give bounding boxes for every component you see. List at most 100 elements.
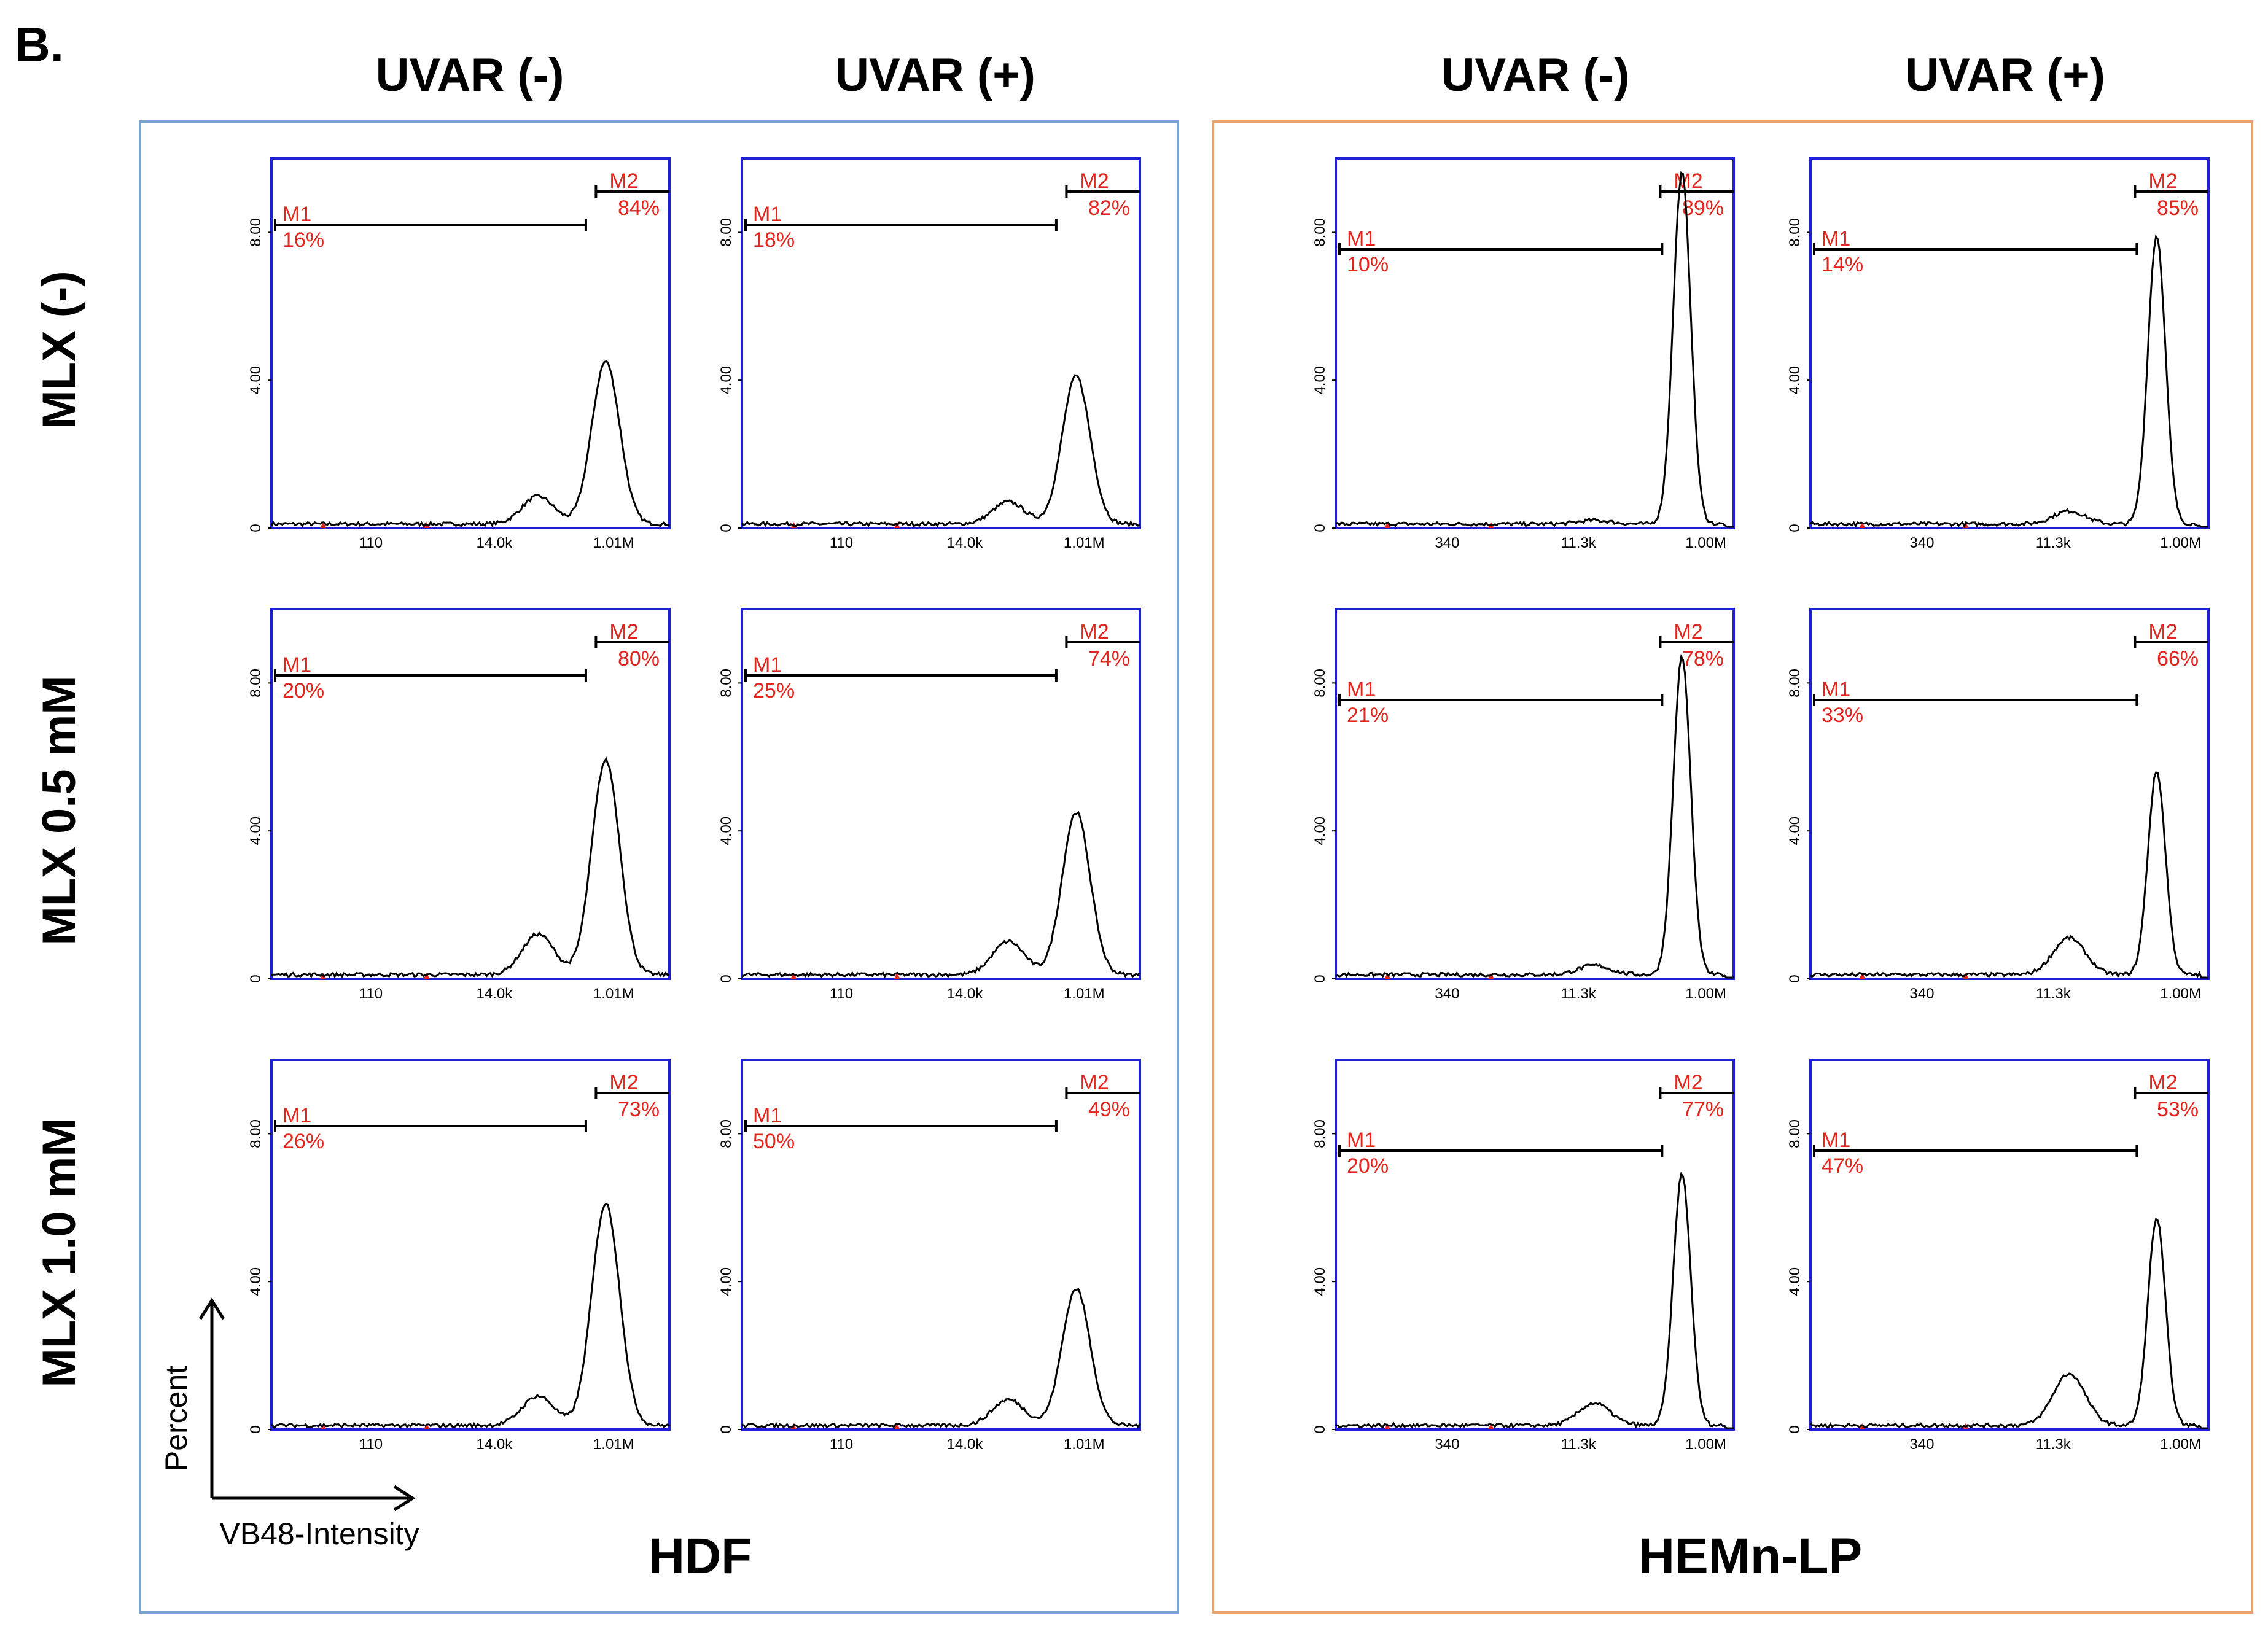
m2-gate-percent: 80% [618,647,660,671]
panel-letter: B. [15,17,64,72]
y-tick-label: 8.00 [718,1119,735,1148]
x-tick-label: 340 [1435,1436,1459,1453]
m2-gate-percent: 82% [1088,196,1130,220]
x-tick-label: 14.0k [947,986,984,1002]
x-tick-label: 11.3k [2036,1436,2071,1453]
row-label-mlx-1-0: MLX 1.0 mM [33,1118,85,1387]
m2-gate-label: M2 [609,169,638,193]
histogram-trace [1809,234,2208,528]
x-tick-label: 110 [359,535,383,551]
histogram-panel: 0 4.00 8.00 110 14.0k 1.01M M1 26% M2 73% [247,1059,671,1453]
m2-gate-label: M2 [2148,169,2177,193]
x-tick-label: 1.01M [1064,986,1105,1002]
y-tick-label: 8.00 [247,669,264,698]
m2-gate-label: M2 [1080,1071,1109,1094]
plot-frame [1335,608,1735,980]
histogram-trace [1809,1218,2208,1429]
y-tick-label: 0 [1312,524,1328,532]
y-tick-label: 4.00 [1312,1267,1328,1296]
histogram-panel: 0 4.00 8.00 340 11.3k 1.00M M1 33% M2 66% [1787,608,2210,1002]
y-tick-label: 4.00 [247,366,264,395]
m2-gate-percent: 84% [618,196,660,220]
m1-gate-percent: 18% [753,228,795,252]
x-tick-label: 14.0k [947,1436,984,1453]
x-tick-label: 110 [830,1436,853,1453]
m2-gate-percent: 89% [1682,196,1724,220]
x-tick-label: 11.3k [1561,535,1597,551]
y-tick-label: 0 [247,524,264,532]
m1-gate-label: M1 [753,1104,782,1127]
baseline-marker [1487,1423,1494,1429]
m1-gate-label: M1 [1347,227,1376,251]
histogram-trace [1335,1172,1734,1429]
col-header-hemn-uvar-neg: UVAR (-) [1441,49,1630,101]
baseline-marker [894,973,900,979]
m2-gate-label: M2 [1674,620,1702,643]
y-tick-label: 8.00 [247,1119,264,1148]
x-tick-label: 11.3k [1561,1436,1597,1453]
m1-gate-percent: 10% [1347,253,1389,276]
m1-gate-label: M1 [1347,678,1376,701]
m2-gate-label: M2 [1080,169,1109,193]
plot-frame [1809,608,2210,980]
x-tick-label: 1.00M [1685,1436,1726,1453]
m1-gate-label: M1 [753,653,782,677]
histogram-panel: 0 4.00 8.00 110 14.0k 1.01M M1 50% M2 49% [718,1059,1141,1453]
x-tick-label: 110 [359,1436,383,1453]
histogram-trace [741,374,1140,528]
y-tick-label: 0 [1312,1425,1328,1433]
y-tick-label: 4.00 [718,817,735,846]
m2-gate-label: M2 [1674,1071,1702,1094]
x-tick-label: 1.00M [1685,986,1726,1002]
m2-gate-percent: 78% [1682,647,1724,671]
x-tick-label: 1.01M [593,535,634,551]
plot-frame [1809,157,2210,529]
group-label-hemn: HEMn-LP [1639,1528,1862,1584]
y-tick-label: 0 [1787,1425,1803,1433]
y-tick-label: 4.00 [718,1267,735,1296]
plot-frame [741,1059,1141,1431]
x-tick-label: 14.0k [947,535,984,551]
baseline-marker [1859,973,1866,979]
plot-frame [1809,1059,2210,1431]
y-tick-label: 4.00 [718,366,735,395]
y-tick-label: 0 [1787,524,1803,532]
x-tick-label: 340 [1909,535,1934,551]
m1-gate-percent: 26% [283,1130,324,1153]
m2-gate-percent: 53% [2157,1098,2199,1121]
m2-gate-label: M2 [1080,620,1109,643]
group-label-hdf: HDF [649,1528,752,1584]
m1-gate-percent: 47% [1822,1154,1863,1178]
baseline-marker [894,1423,900,1429]
m1-gate-percent: 50% [753,1130,795,1153]
x-tick-label: 110 [830,986,853,1002]
y-tick-label: 0 [718,974,735,982]
x-axis-label: VB48-Intensity [219,1517,419,1551]
y-tick-label: 8.00 [718,669,735,698]
x-tick-label: 110 [830,535,853,551]
y-tick-label: 0 [247,1425,264,1433]
baseline-marker [790,973,797,979]
m2-gate-label: M2 [609,620,638,643]
m1-gate-label: M1 [1347,1129,1376,1152]
x-tick-label: 1.00M [1685,535,1726,551]
m1-gate-label: M1 [753,203,782,226]
m2-gate-percent: 77% [1682,1098,1724,1121]
m2-gate-percent: 85% [2157,196,2199,220]
m1-gate-percent: 20% [1347,1154,1389,1178]
m1-gate-percent: 25% [753,679,795,702]
baseline-marker [1384,522,1391,528]
m1-gate-percent: 33% [1822,704,1863,727]
m1-gate-label: M1 [1822,1129,1850,1152]
y-tick-label: 8.00 [247,218,264,247]
y-tick-label: 8.00 [1312,669,1328,698]
row-label-mlx-none: MLX (-) [33,271,85,429]
x-tick-label: 1.01M [1064,535,1105,551]
histogram-trace [271,756,670,979]
y-tick-label: 4.00 [1787,366,1803,395]
y-tick-label: 4.00 [1312,366,1328,395]
